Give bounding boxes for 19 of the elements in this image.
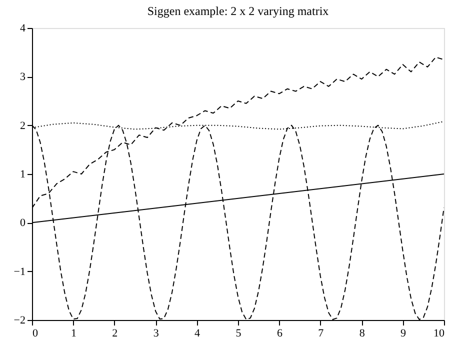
y-tick-label: 3 xyxy=(20,71,26,84)
y-tick-label: 0 xyxy=(20,217,26,230)
y-tick-label: 4 xyxy=(20,22,26,34)
x-tick-label: 10 xyxy=(434,328,445,340)
x-tick-label: 2 xyxy=(112,328,118,340)
x-tick-label: 3 xyxy=(153,328,160,340)
y-tick-label: −2 xyxy=(14,314,26,326)
x-tick-label: 8 xyxy=(359,328,366,340)
x-tick-label: 7 xyxy=(318,328,324,340)
x-tick-label: 4 xyxy=(194,328,201,340)
x-tick-label: 1 xyxy=(70,328,76,340)
x-tick-label: 9 xyxy=(400,328,407,340)
x-tick-label: 0 xyxy=(32,328,38,340)
y-tick-label: 1 xyxy=(20,168,26,180)
y-tick-label: 2 xyxy=(20,120,26,132)
x-tick-label: 5 xyxy=(236,328,242,340)
chart-title: Siggen example: 2 x 2 varying matrix xyxy=(147,4,329,18)
x-tick-label: 6 xyxy=(276,328,283,340)
y-tick-label: −1 xyxy=(14,266,26,278)
